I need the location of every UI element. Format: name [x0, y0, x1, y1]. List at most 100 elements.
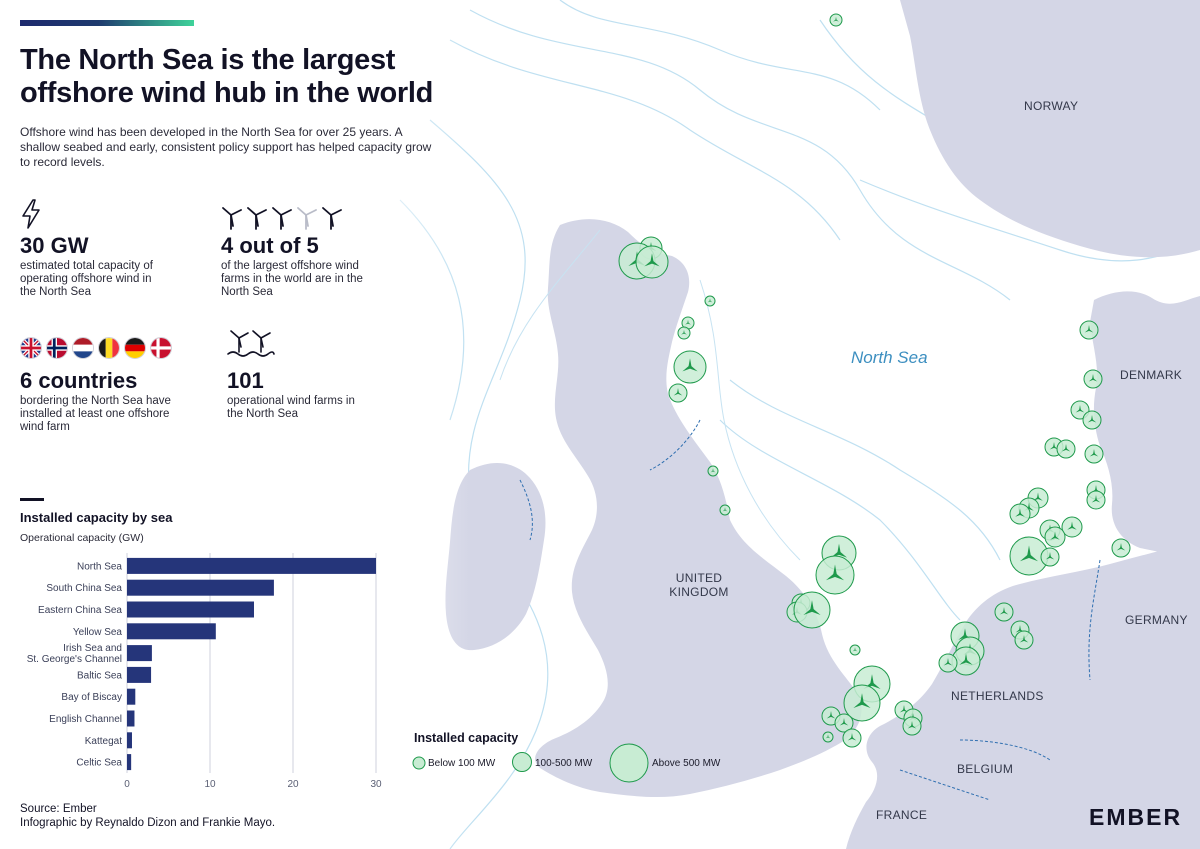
- turbine-icon: [1061, 444, 1071, 452]
- x-tick-label: 20: [287, 779, 299, 790]
- stat-description: operational wind farms in the North Sea: [227, 395, 355, 420]
- turbine-icon: [1087, 415, 1097, 423]
- category-label: Bay of Biscay: [61, 692, 122, 703]
- stat-value: 4 out of 5: [221, 233, 319, 258]
- turbine-icon: [1045, 552, 1055, 560]
- turbine-icon: [852, 647, 858, 652]
- stat-description: estimated total capacity of operating of…: [20, 260, 153, 298]
- germany-flag: [124, 337, 146, 359]
- chart-title: Installed capacity by sea: [20, 510, 173, 525]
- turbine-icon: [1084, 325, 1094, 333]
- turbine-icon: [825, 564, 845, 581]
- stat-description: bordering the North Sea have installed a…: [20, 395, 171, 433]
- legend-large-marker: [609, 743, 649, 783]
- legend-small-marker: [412, 756, 426, 770]
- stat-countries: 6 countries bordering the North Sea have…: [20, 369, 210, 434]
- denmark-flag: [150, 337, 172, 359]
- turbine-icon: [673, 388, 683, 396]
- bathymetry-contours: [399, 0, 1200, 849]
- stat-wind-farms: 101 operational wind farms in the North …: [227, 369, 417, 421]
- ireland-land: [445, 463, 546, 651]
- source-text: Source: Ember: [20, 803, 97, 815]
- category-label: South China Sea: [46, 583, 122, 594]
- x-tick-label: 0: [124, 779, 130, 790]
- country-flags: [20, 337, 172, 359]
- country-label-norway: NORWAY: [1024, 99, 1079, 113]
- category-label: Baltic Sea: [77, 670, 122, 681]
- country-label-denmark: DENMARK: [1120, 368, 1183, 382]
- country-label-belgium: BELGIUM: [957, 762, 1014, 776]
- turbine-icon: [1019, 635, 1029, 643]
- credit-text: Infographic by Reynaldo Dizon and Franki…: [20, 817, 276, 829]
- category-label: St. George's Channel: [27, 654, 122, 665]
- norway-land: [900, 0, 1200, 258]
- stat-largest-farms: 4 out of 5 of the largest offshore wind …: [221, 234, 411, 299]
- turbine-icon: [681, 329, 687, 335]
- legend-label-large: Above 500 MW: [652, 758, 721, 769]
- great-britain-land: [535, 219, 862, 798]
- turbine-icon: [825, 734, 831, 739]
- section-rule: [20, 498, 44, 501]
- source-credit: Source: Ember Infographic by Reynaldo Di…: [20, 802, 275, 830]
- turbine-icon: [1075, 405, 1085, 413]
- chart-bar: [127, 754, 132, 771]
- chart-bar: [127, 666, 152, 683]
- stat-value: 101: [227, 368, 264, 393]
- turbine-icon: [907, 721, 917, 729]
- chart-bar: [127, 645, 152, 662]
- page-title: The North Sea is the largest offshore wi…: [20, 44, 434, 109]
- turbine-icon: [803, 600, 821, 615]
- turbine-icon: [943, 658, 953, 666]
- turbine-icon: [847, 733, 857, 741]
- capacity-bar-chart: 0 10 20 30 North Sea South China Sea Eastern C…: [27, 553, 382, 790]
- turbine-icon: [707, 298, 713, 303]
- category-label: Yellow Sea: [73, 627, 123, 638]
- netherlands-flag: [72, 337, 94, 359]
- stat-total-capacity: 30 GW estimated total capacity of operat…: [20, 234, 210, 299]
- legend-medium-marker: [512, 752, 532, 772]
- legend-title: Installed capacity: [414, 731, 519, 745]
- chart-bar: [127, 601, 254, 618]
- country-label-united-kingdom: UNITED KINGDOM: [669, 571, 729, 599]
- lightning-icon: [22, 199, 40, 229]
- turbine-icon: [833, 16, 839, 22]
- turbine-icon: [1015, 508, 1025, 517]
- turbine-icon: [839, 718, 849, 726]
- category-label: Eastern China Sea: [38, 605, 122, 616]
- wind-turbines-icon: [222, 207, 342, 230]
- chart-bar: [127, 732, 132, 749]
- turbine-icon: [644, 253, 660, 267]
- x-tick-label: 10: [204, 779, 216, 790]
- belgium-flag: [98, 337, 120, 359]
- turbine-icon: [959, 653, 973, 665]
- turbine-icon: [1091, 495, 1101, 503]
- turbine-icon: [853, 693, 871, 708]
- x-tick-label: 30: [370, 779, 382, 790]
- turbine-icon: [722, 507, 728, 512]
- sea-label-north-sea: North Sea: [851, 348, 928, 367]
- turbine-icon: [826, 711, 836, 719]
- stat-value: 6 countries: [20, 368, 138, 393]
- turbine-icon: [999, 607, 1009, 615]
- chart-bar: [127, 579, 274, 596]
- category-label: Irish Sea and: [63, 643, 122, 654]
- turbine-icon: [1019, 545, 1039, 562]
- category-label: Celtic Sea: [76, 758, 122, 769]
- chart-bar: [127, 688, 136, 705]
- legend-label-medium: 100-500 MW: [535, 758, 593, 769]
- legend-label-small: Below 100 MW: [428, 758, 496, 769]
- turbine-icon: [682, 358, 698, 372]
- category-label: North Sea: [77, 561, 122, 572]
- turbine-icon: [1116, 543, 1126, 551]
- offshore-turbines-icon: [227, 330, 275, 357]
- denmark-land: [1090, 291, 1200, 560]
- turbine-icon: [1067, 521, 1077, 530]
- category-label: English Channel: [49, 714, 122, 725]
- stat-value: 30 GW: [20, 233, 89, 258]
- chart-subtitle: Operational capacity (GW): [20, 532, 144, 544]
- turbine-icon: [1050, 531, 1060, 540]
- turbine-icon: [685, 319, 691, 325]
- chart-bar: [127, 623, 216, 640]
- accent-bar: [20, 20, 194, 26]
- uk-flag: [20, 337, 42, 359]
